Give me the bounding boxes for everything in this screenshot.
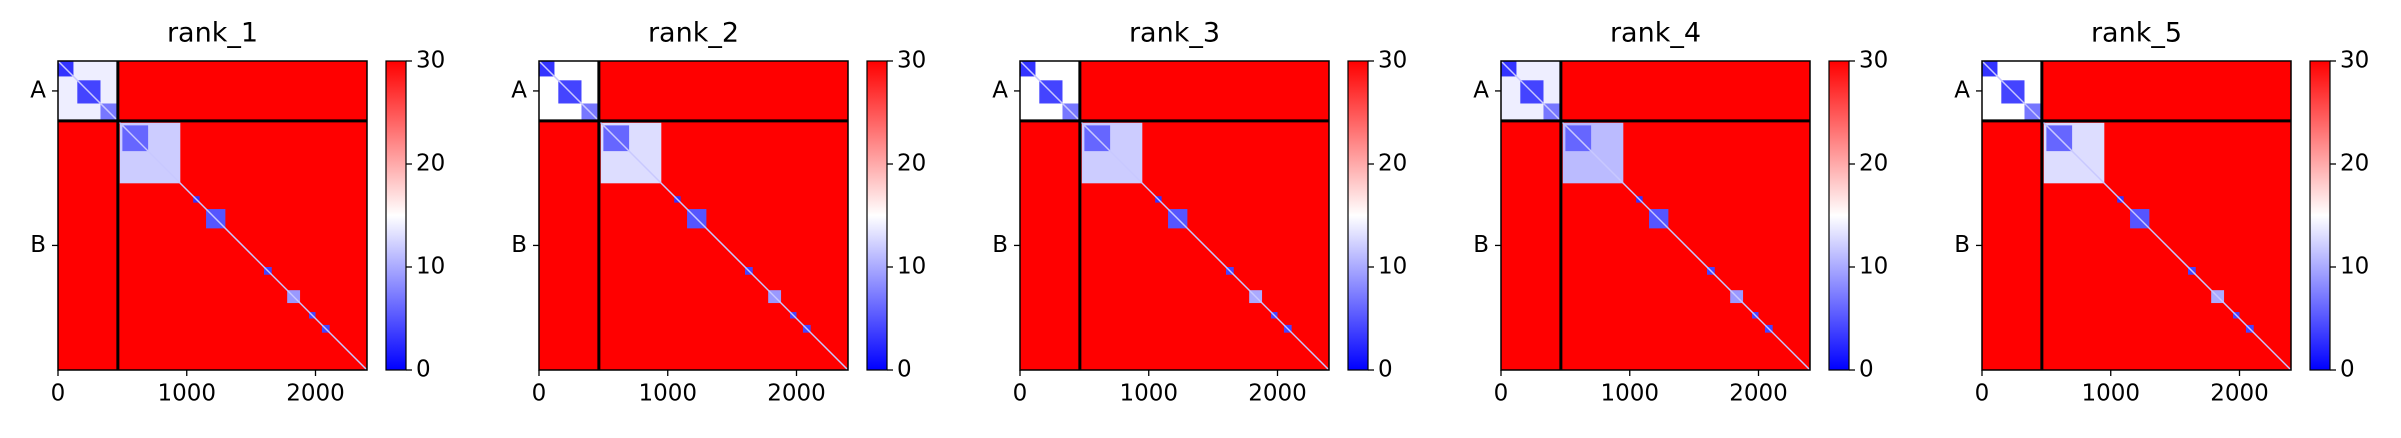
colorbar-tick-label: 0 bbox=[1378, 357, 1393, 383]
panel-title: rank_5 bbox=[2091, 18, 2182, 49]
x-tick-label: 0 bbox=[1494, 381, 1509, 407]
x-tick-label: 1000 bbox=[638, 381, 697, 407]
plot-frame bbox=[1500, 60, 1811, 371]
x-tick-label: 2000 bbox=[1729, 381, 1788, 407]
colorbar-tick-label: 0 bbox=[1859, 357, 1874, 383]
colorbar-tick-label: 20 bbox=[1859, 151, 1888, 177]
x-tick-label: 2000 bbox=[1248, 381, 1307, 407]
colorbar-tick-label: 0 bbox=[416, 357, 431, 383]
x-tick-label: 0 bbox=[51, 381, 66, 407]
colorbar-tick-label: 0 bbox=[2340, 357, 2355, 383]
chain-label: B bbox=[1954, 232, 1970, 258]
chain-label: A bbox=[1954, 77, 1970, 103]
colorbar-tick-label: 10 bbox=[897, 254, 926, 280]
x-tick-label: 1000 bbox=[157, 381, 216, 407]
colorbar-tick-label: 10 bbox=[1859, 254, 1888, 280]
colorbar-tick-label: 0 bbox=[897, 357, 912, 383]
colorbar-tick-label: 10 bbox=[416, 254, 445, 280]
colorbar-tick-label: 30 bbox=[1378, 48, 1407, 74]
chain-label: A bbox=[1473, 77, 1489, 103]
colorbar-tick-label: 20 bbox=[1378, 151, 1407, 177]
x-tick-label: 2000 bbox=[286, 381, 345, 407]
x-tick-label: 0 bbox=[532, 381, 547, 407]
colorbar-tick-label: 30 bbox=[897, 48, 926, 74]
chain-label: B bbox=[511, 232, 527, 258]
panel-title: rank_2 bbox=[648, 18, 739, 49]
colorbar-tick-label: 30 bbox=[2340, 48, 2369, 74]
chain-label: B bbox=[30, 232, 46, 258]
colorbar bbox=[1828, 60, 1850, 371]
colorbar-tick-label: 20 bbox=[2340, 151, 2369, 177]
diagonal bbox=[1500, 60, 1811, 371]
x-tick-label: 1000 bbox=[1600, 381, 1659, 407]
colorbar-tick-label: 10 bbox=[2340, 254, 2369, 280]
diagonal bbox=[57, 60, 368, 371]
chain-label: A bbox=[992, 77, 1008, 103]
x-tick-label: 2000 bbox=[767, 381, 826, 407]
plot-frame bbox=[1981, 60, 2292, 371]
diagonal bbox=[1981, 60, 2292, 371]
panel-title: rank_4 bbox=[1610, 18, 1701, 49]
chain-label: A bbox=[30, 77, 46, 103]
diagonal bbox=[1019, 60, 1330, 371]
colorbar-tick-label: 30 bbox=[416, 48, 445, 74]
chain-label: B bbox=[1473, 232, 1489, 258]
diagonal bbox=[538, 60, 849, 371]
colorbar-tick-label: 20 bbox=[416, 151, 445, 177]
x-tick-label: 2000 bbox=[2210, 381, 2269, 407]
plot-frame bbox=[538, 60, 849, 371]
chain-label: B bbox=[992, 232, 1008, 258]
colorbar bbox=[866, 60, 888, 371]
colorbar bbox=[2309, 60, 2331, 371]
x-tick-label: 0 bbox=[1013, 381, 1028, 407]
colorbar bbox=[1347, 60, 1369, 371]
x-tick-label: 0 bbox=[1975, 381, 1990, 407]
colorbar-tick-label: 20 bbox=[897, 151, 926, 177]
plot-frame bbox=[57, 60, 368, 371]
chain-label: A bbox=[511, 77, 527, 103]
x-tick-label: 1000 bbox=[2081, 381, 2140, 407]
panel-title: rank_3 bbox=[1129, 18, 1220, 49]
colorbar bbox=[385, 60, 407, 371]
panel-title: rank_1 bbox=[167, 18, 258, 49]
colorbar-tick-label: 30 bbox=[1859, 48, 1888, 74]
x-tick-label: 1000 bbox=[1119, 381, 1178, 407]
colorbar-tick-label: 10 bbox=[1378, 254, 1407, 280]
plot-frame bbox=[1019, 60, 1330, 371]
